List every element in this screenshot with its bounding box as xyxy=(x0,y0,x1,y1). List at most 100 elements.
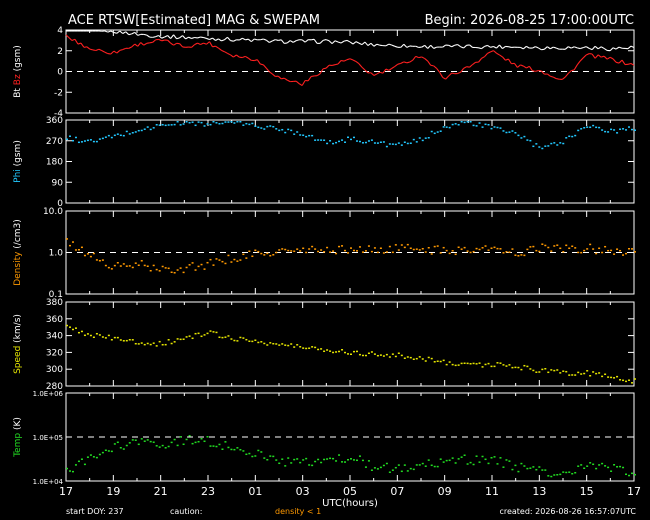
data-point xyxy=(577,129,580,132)
data-segment xyxy=(200,36,204,39)
data-point xyxy=(370,139,373,141)
data-point xyxy=(323,139,326,141)
data-point xyxy=(415,464,418,466)
data-point xyxy=(143,128,146,130)
data-point xyxy=(152,441,155,443)
data-point xyxy=(562,142,565,145)
data-point xyxy=(382,252,385,254)
data-point xyxy=(547,371,550,374)
data-point xyxy=(257,449,260,452)
data-point xyxy=(601,251,604,254)
data-point xyxy=(505,459,508,461)
data-segment xyxy=(304,39,309,43)
data-segment xyxy=(463,66,467,69)
x-tick-label: 19 xyxy=(106,485,120,498)
data-point xyxy=(152,342,155,344)
data-segment xyxy=(487,44,491,48)
data-point xyxy=(532,369,535,372)
data-segment xyxy=(146,34,151,38)
data-point xyxy=(394,466,397,469)
data-point xyxy=(463,246,466,249)
data-point xyxy=(589,243,592,246)
x-tick-label: 11 xyxy=(485,485,499,498)
data-point xyxy=(86,333,89,335)
y-axis-label-part: Bz xyxy=(13,74,23,88)
x-axis-label: UTC(hours) xyxy=(322,498,378,509)
data-segment xyxy=(523,65,527,69)
data-point xyxy=(314,460,317,463)
data-point xyxy=(388,143,391,145)
data-point xyxy=(293,458,296,461)
data-point xyxy=(302,347,305,349)
data-point xyxy=(296,458,299,460)
data-point xyxy=(583,127,586,129)
data-point xyxy=(433,465,436,468)
data-point xyxy=(119,447,122,449)
data-point xyxy=(305,251,308,254)
data-point xyxy=(131,339,134,341)
data-segment xyxy=(427,60,432,66)
data-point xyxy=(544,469,547,471)
data-point xyxy=(125,130,128,133)
data-point xyxy=(613,464,616,466)
data-point xyxy=(203,125,206,127)
data-point xyxy=(556,144,559,146)
data-point xyxy=(436,131,439,133)
data-point xyxy=(173,272,176,274)
data-segment xyxy=(585,46,590,49)
data-point xyxy=(589,375,592,377)
data-segment xyxy=(499,44,503,49)
data-segment xyxy=(331,64,336,66)
y-tick-label: 1.0E+06 xyxy=(33,390,64,398)
data-segment xyxy=(580,47,584,50)
data-point xyxy=(517,366,520,369)
data-point xyxy=(625,380,628,383)
data-point xyxy=(538,466,541,468)
data-point xyxy=(194,441,197,444)
panel-mag: 4 2 0 -2 -4 Bt Bz (gsm) xyxy=(13,26,635,119)
data-segment xyxy=(532,46,536,49)
data-point xyxy=(622,379,625,382)
data-point xyxy=(272,254,275,256)
data-point xyxy=(158,340,161,343)
data-point xyxy=(314,139,317,141)
data-segment xyxy=(311,75,315,78)
data-point xyxy=(493,126,496,128)
series-density xyxy=(66,238,636,274)
data-segment xyxy=(367,42,372,46)
data-point xyxy=(308,347,311,349)
data-segment xyxy=(101,50,106,53)
data-point xyxy=(203,334,206,336)
data-point xyxy=(260,252,263,255)
data-point xyxy=(610,128,613,131)
data-segment xyxy=(182,35,186,40)
data-segment xyxy=(209,37,213,41)
data-point xyxy=(379,466,382,469)
data-point xyxy=(161,265,164,268)
data-point xyxy=(619,128,622,130)
y-tick-label: 0.1 xyxy=(49,290,63,300)
data-point xyxy=(182,443,185,446)
data-point xyxy=(296,131,299,133)
data-point xyxy=(200,121,203,124)
data-point xyxy=(433,245,436,248)
data-segment xyxy=(484,44,488,47)
data-segment xyxy=(493,45,497,49)
data-point xyxy=(191,262,194,264)
data-point xyxy=(278,462,281,465)
data-point xyxy=(179,338,182,341)
data-point xyxy=(260,127,263,129)
data-segment xyxy=(532,70,536,72)
data-point xyxy=(397,142,400,144)
data-segment xyxy=(421,56,426,60)
data-point xyxy=(89,139,92,141)
data-segment xyxy=(173,42,177,46)
data-segment xyxy=(550,46,554,50)
data-point xyxy=(391,251,394,254)
data-point xyxy=(382,464,385,467)
data-segment xyxy=(134,32,139,36)
data-point xyxy=(535,468,538,471)
data-point xyxy=(284,131,287,134)
data-point xyxy=(580,251,583,254)
panel-speed: 380 360 340 320 300 280 Speed (km/s) xyxy=(13,298,636,392)
